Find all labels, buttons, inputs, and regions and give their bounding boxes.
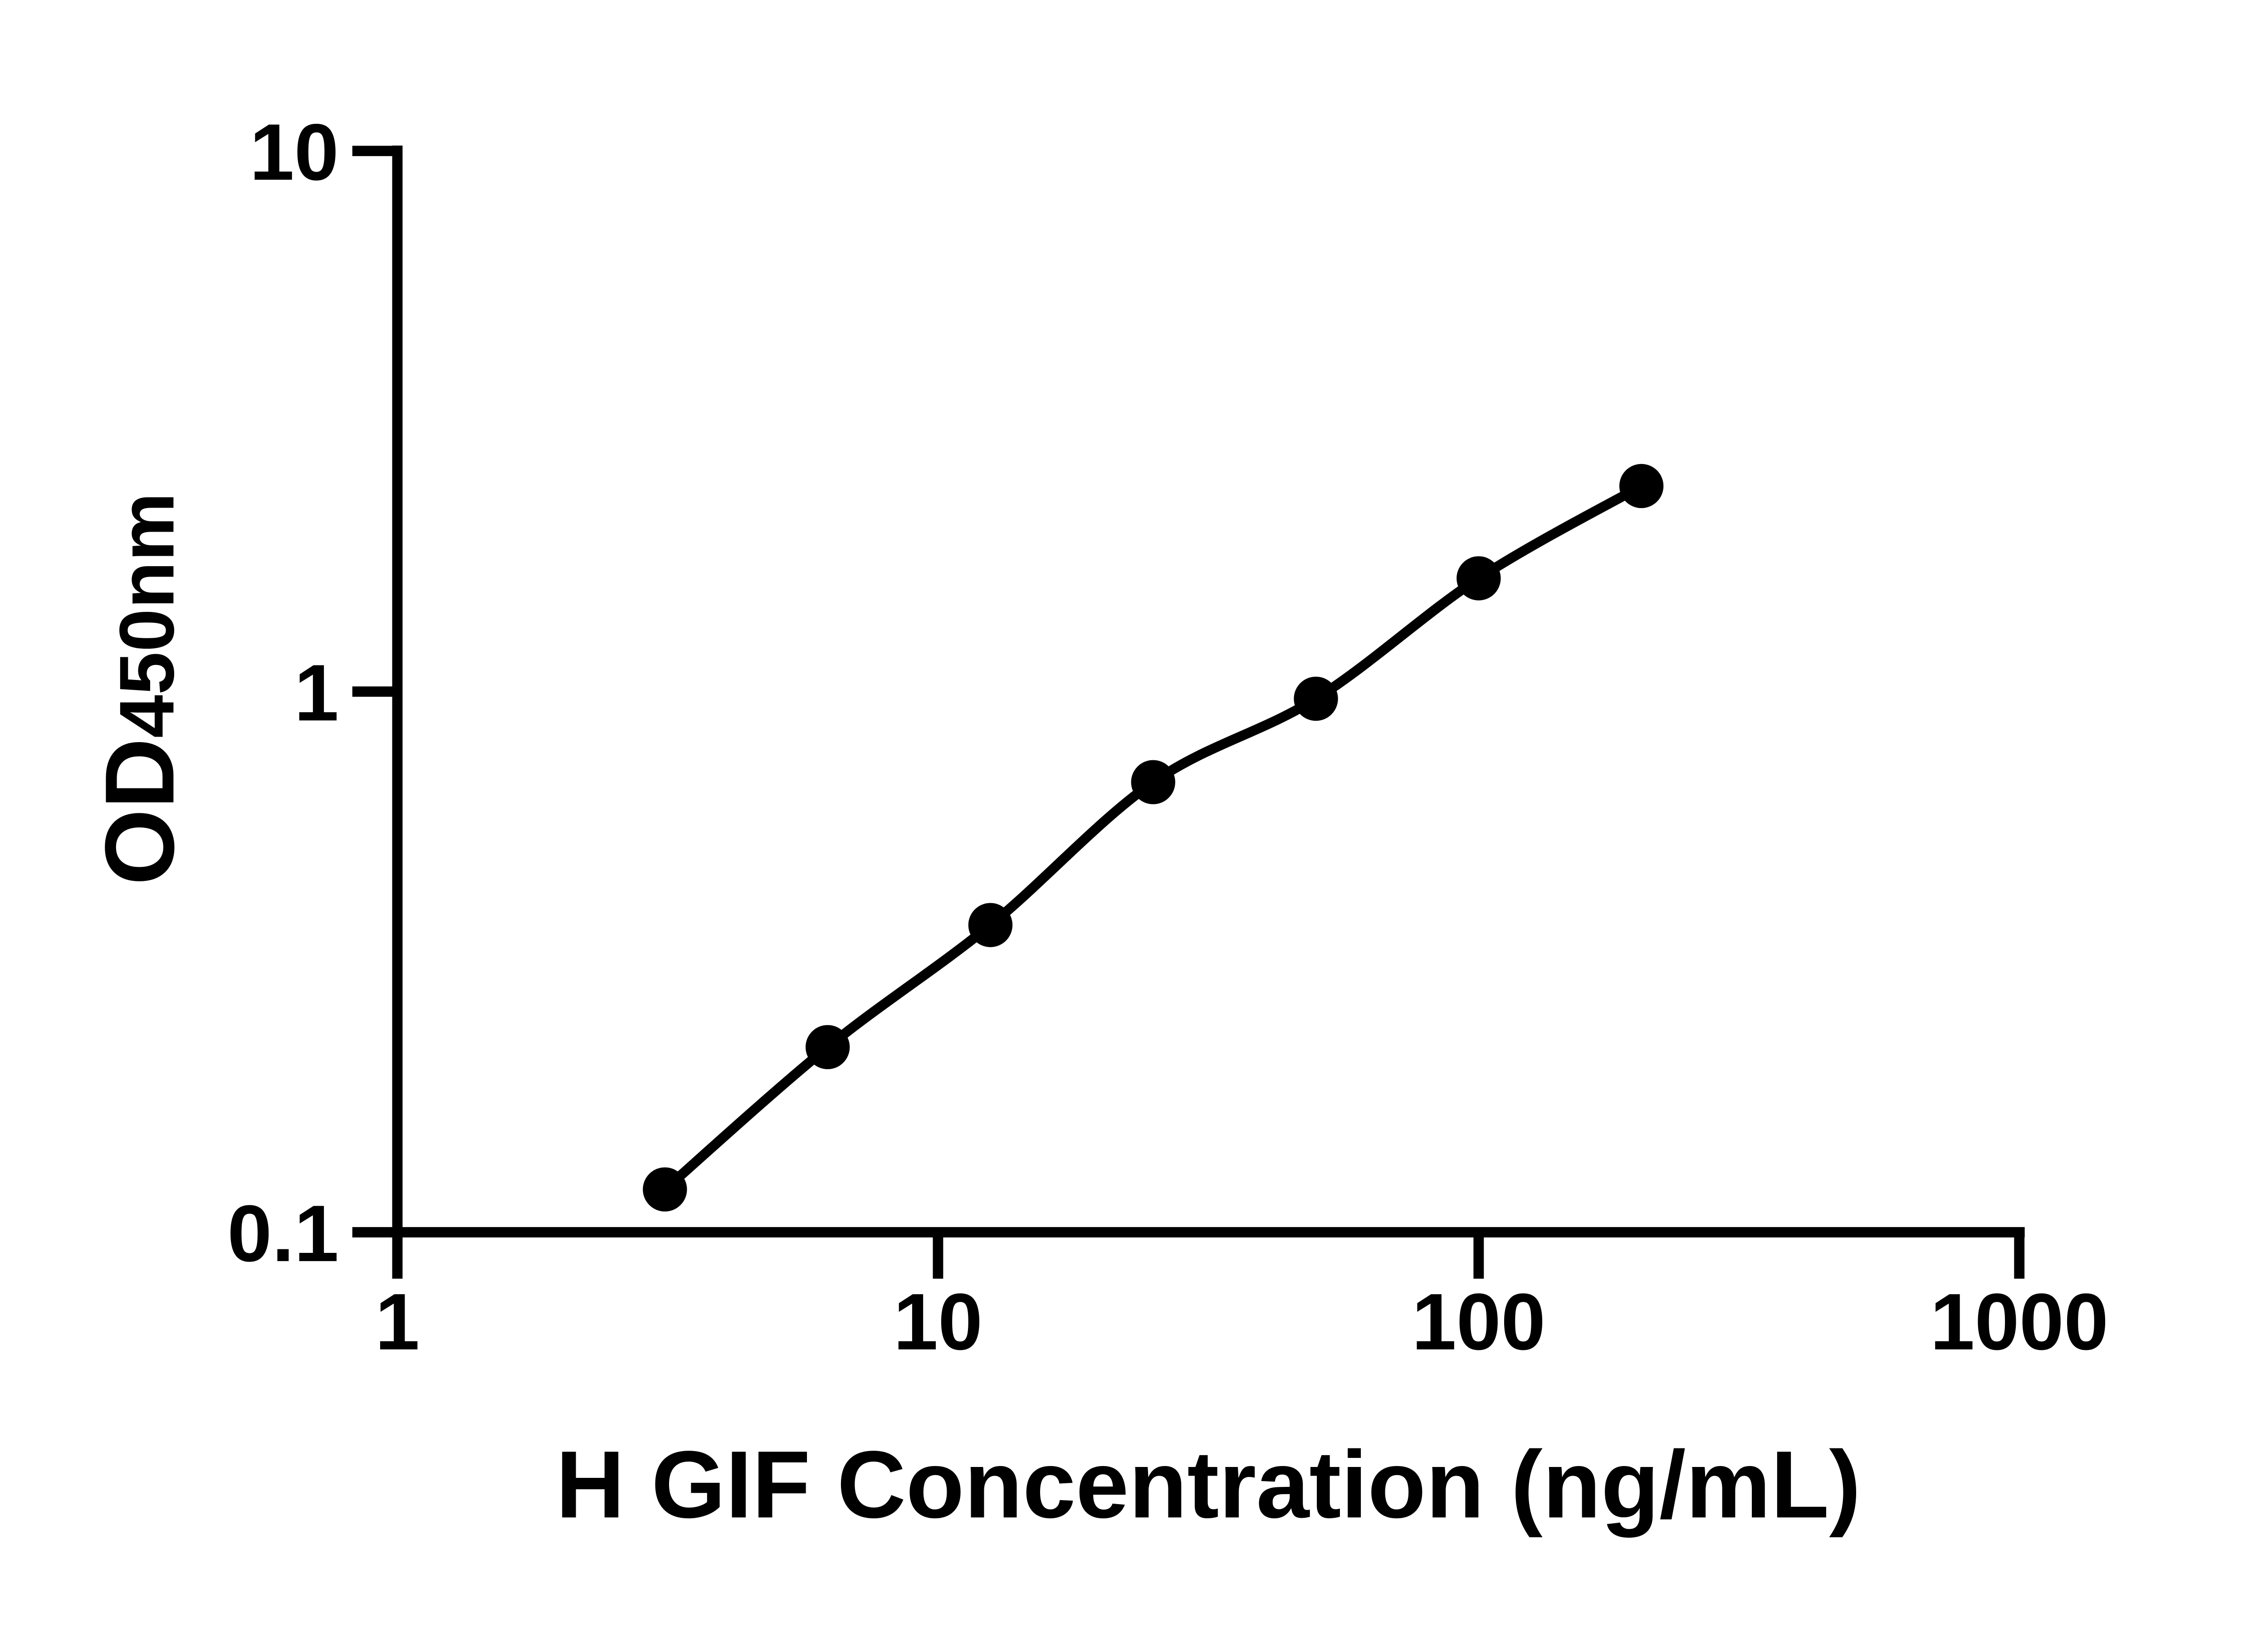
y-axis-tick-label: 10 <box>249 108 339 197</box>
data-point-3 <box>968 903 1013 947</box>
axis-spine <box>392 145 2025 1237</box>
x-axis-tick-label: 1 <box>375 1277 420 1367</box>
data-point-7 <box>1619 464 1664 508</box>
data-point-1 <box>643 1167 687 1212</box>
x-axis-title: H GIF Concentration (ng/mL) <box>556 1431 1861 1538</box>
data-point-4 <box>1131 760 1175 804</box>
y-axis-title-subscript: 450nm <box>103 493 190 738</box>
x-axis-tick-label: 1000 <box>1930 1277 2108 1367</box>
y-axis-title-main: OD <box>84 738 194 885</box>
y-axis-tick-label: 0.1 <box>227 1189 339 1278</box>
x-axis-tick-label: 10 <box>894 1277 983 1367</box>
y-axis-tick-label: 1 <box>294 648 339 738</box>
data-point-2 <box>805 1025 850 1070</box>
y-axis-title: OD450nm <box>84 493 194 885</box>
x-axis-tick-label: 100 <box>1412 1277 1545 1367</box>
data-point-5 <box>1294 676 1338 721</box>
data-point-6 <box>1457 556 1501 601</box>
